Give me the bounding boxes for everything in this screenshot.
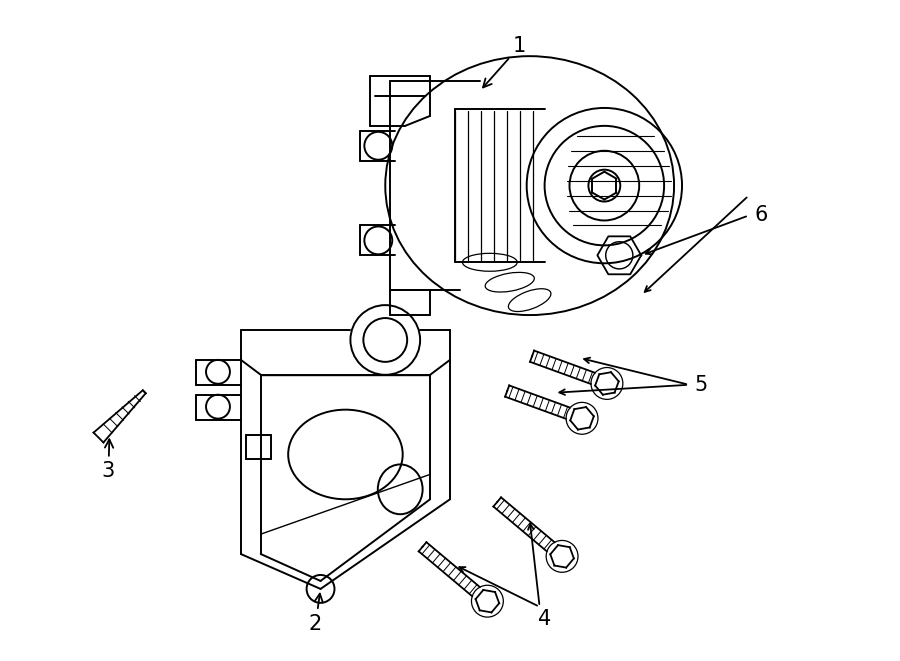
Text: 5: 5	[694, 375, 707, 395]
Text: 2: 2	[309, 594, 323, 634]
Text: 6: 6	[754, 206, 768, 225]
Text: 4: 4	[538, 609, 551, 629]
Text: 3: 3	[102, 440, 115, 481]
Text: 1: 1	[483, 36, 526, 87]
